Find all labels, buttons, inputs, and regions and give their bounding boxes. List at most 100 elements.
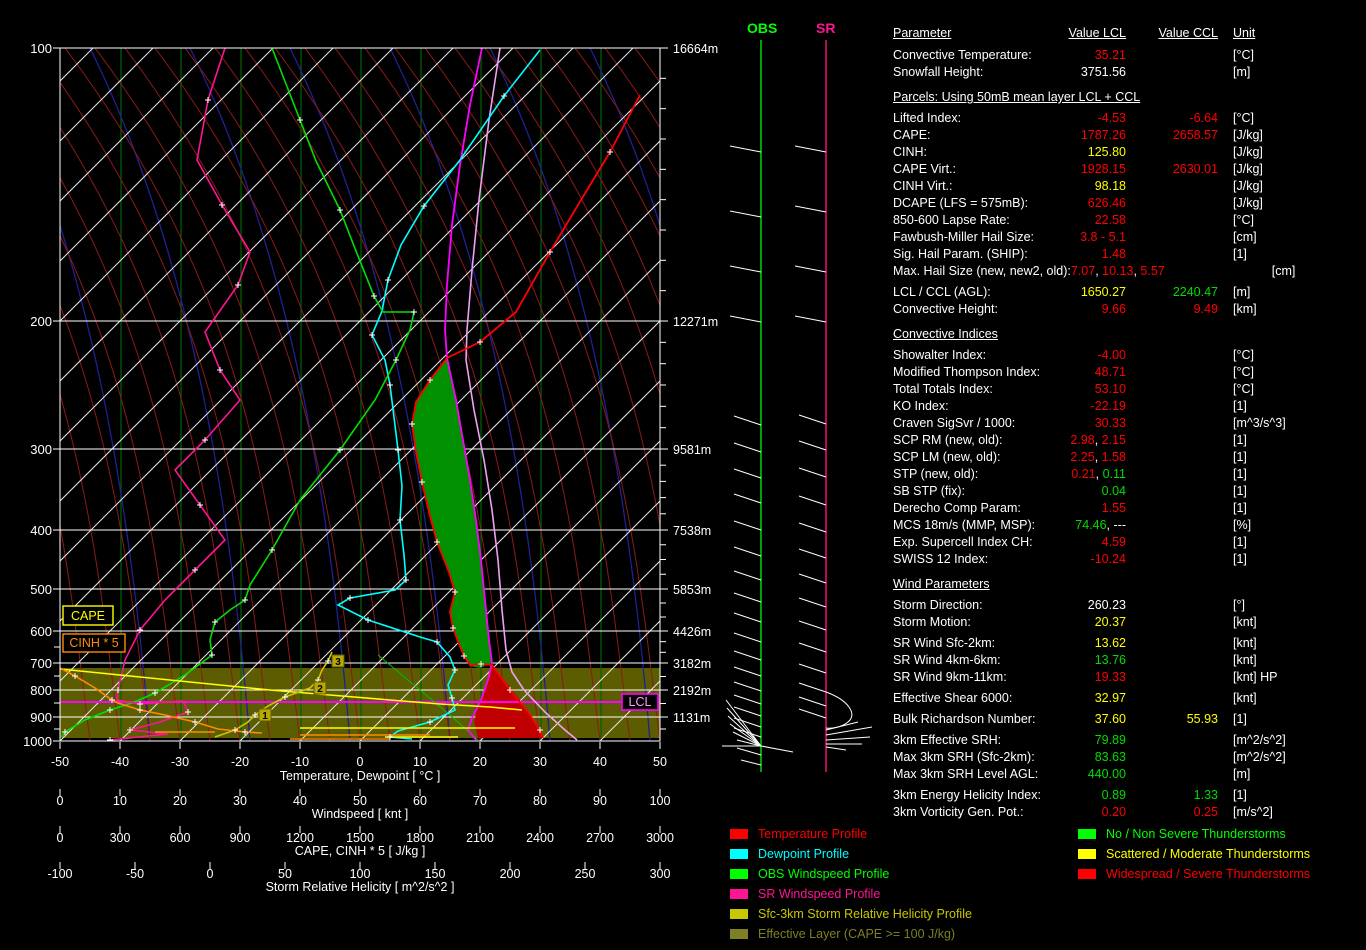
parameter-value: -6.64: [1189, 111, 1219, 125]
wind-barb: [798, 620, 827, 631]
wind-barb-fan: [729, 723, 762, 747]
parameter-label: 3km Vorticity Gen. Pot.:: [893, 805, 1024, 819]
section-header: Parcels: Using 50mB mean layer LCL + CCL: [893, 90, 1141, 104]
parameter-value: 7.07: [1070, 264, 1096, 278]
wind-barb: [733, 650, 762, 661]
x-axis-tick-label: -20: [231, 755, 249, 769]
value-lcl-cell: 0.21, 0.11: [1043, 466, 1126, 483]
unit-cell: [m/s^2]: [1233, 805, 1273, 819]
unit-cell: [m^2/s^2]: [1233, 733, 1286, 747]
wind-barb-fan: [725, 699, 762, 747]
unit-cell: [%]: [1233, 518, 1252, 532]
dry-adiabat: [124, 48, 361, 741]
km-marker-label: 2: [317, 684, 323, 695]
parameter-label: Max. Hail Size (new, new2, old):: [893, 264, 1071, 278]
x-axis-tick-label: -40: [111, 755, 129, 769]
value-ccl-cell: [1126, 766, 1218, 783]
value-ccl-cell: [1126, 614, 1218, 631]
wind-barb: [798, 495, 827, 506]
plot-grid: 1 2 3: [60, 48, 660, 741]
value-separator: ,: [1095, 264, 1103, 278]
value-separator: ,: [1106, 518, 1114, 532]
table-row: Showalter Index: -4.00 [°C]: [893, 347, 1363, 364]
table-row: 3km Energy Helicity Index: 0.89 1.33 [1]: [893, 787, 1363, 804]
unit-cell: [1]: [1233, 535, 1247, 549]
parameter-value: 0.21: [1071, 467, 1096, 481]
altitude-label: 1131m: [673, 711, 710, 725]
parameter-value: 48.71: [1094, 365, 1126, 379]
parameter-value: 260.23: [1087, 598, 1126, 612]
x-axis-tick-label: 90: [593, 794, 607, 808]
parameter-value: 32.97: [1094, 691, 1126, 705]
km-marker-box: [331, 654, 345, 668]
isotherm-line: [419, 500, 660, 741]
table-row: CAPE Virt.: 1928.15 2630.01 [J/kg]: [893, 161, 1363, 178]
value-lcl-cell: 626.46: [1043, 195, 1126, 212]
col-parameter: Parameter: [893, 26, 952, 40]
unit-cell: [J/kg]: [1233, 162, 1263, 176]
unit-cell: [J/kg]: [1233, 179, 1263, 193]
wind-barb: [733, 694, 762, 705]
legend-item: Temperature Profile: [730, 824, 972, 844]
parameter-value: ---: [1113, 518, 1127, 532]
wind-barb-fan: [736, 739, 762, 747]
value-ccl-cell: [1126, 47, 1218, 64]
parameter-value: 20.37: [1094, 615, 1126, 629]
x-axis-tick-label: 70: [473, 794, 487, 808]
wind-barb-spike: [825, 721, 859, 731]
isotherm-line: [60, 48, 394, 382]
parameter-value: 9.49: [1193, 302, 1218, 316]
plot-border: [59, 47, 661, 742]
wind-barb: [729, 145, 762, 153]
parameter-label: Craven SigSvr / 1000:: [893, 416, 1016, 430]
parameter-value: 2658.57: [1172, 128, 1218, 142]
wind-barb: [733, 570, 762, 581]
parameter-value: 2240.47: [1172, 285, 1218, 299]
x-axis-title: Temperature, Dewpoint [ °C ]: [280, 769, 441, 783]
wind-barb: [798, 708, 827, 719]
wind-barb: [798, 522, 827, 533]
table-row: Max. Hail Size (new, new2, old): 7.07, 10…: [893, 263, 1363, 280]
wind-barb: [733, 592, 762, 603]
value-ccl-cell: 2658.57: [1126, 127, 1218, 144]
parameter-label: Lifted Index:: [893, 111, 962, 125]
x-axis-tick-label: 30: [533, 755, 547, 769]
dry-adiabat: [424, 48, 660, 741]
table-header-row: Parameter Value LCL Value CCL Unit: [893, 25, 1363, 42]
unit-cell: [1]: [1233, 399, 1247, 413]
parameter-label: Bulk Richardson Number:: [893, 712, 1036, 726]
parameter-value: 4.59: [1101, 535, 1126, 549]
value-lcl-cell: -4.00: [1043, 347, 1127, 364]
x-axis-tick-label: -100: [47, 867, 72, 881]
dry-adiabat: [60, 304, 151, 741]
value-lcl-cell: 22.58: [1043, 212, 1126, 229]
x-axis-tick-label: 0: [57, 831, 64, 845]
table-row: SR Wind 4km-6km: 13.76 [knt]: [893, 652, 1363, 669]
parameter-label: Derecho Comp Param:: [893, 501, 1021, 515]
x-axis-tick-label: -10: [291, 755, 309, 769]
table-row: SR Wind 9km-11km: 19.33 [knt] HP: [893, 669, 1363, 686]
value-ccl-cell: [1126, 432, 1218, 449]
section-header: Convective Indices: [893, 327, 998, 341]
parameter-label: Fawbush-Miller Hail Size:: [893, 230, 1035, 244]
wind-barb: [733, 612, 762, 623]
value-lcl-cell: 0.20: [1043, 804, 1126, 821]
unit-cell: [m]: [1233, 767, 1251, 781]
value-lcl-cell: 74.46, ---: [1043, 517, 1126, 534]
legend-swatch-icon: [1078, 829, 1096, 839]
isotherm-line: [60, 48, 274, 262]
table-row: Storm Motion: 20.37 [knt]: [893, 614, 1363, 631]
parameter-label: Modified Thompson Index:: [893, 365, 1041, 379]
wind-barb: [729, 210, 762, 218]
value-ccl-cell: [1126, 669, 1218, 686]
value-lcl-cell: 1928.15: [1043, 161, 1126, 178]
x-axis-tick-label: 0: [357, 755, 364, 769]
pressure-label: 300: [30, 442, 52, 457]
wind-barb: [794, 265, 827, 273]
value-ccl-cell: 9.49: [1126, 301, 1218, 318]
col-unit: Unit: [1233, 26, 1256, 40]
unit-cell: [°]: [1233, 598, 1245, 612]
parameter-label: Storm Motion:: [893, 615, 971, 629]
parameter-value: 1.48: [1101, 247, 1126, 261]
